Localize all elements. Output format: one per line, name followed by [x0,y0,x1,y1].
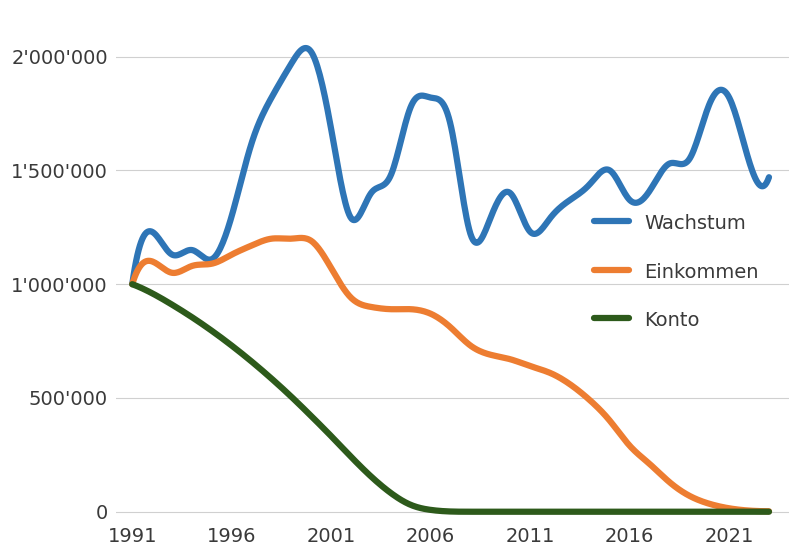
Wachstum [435,97,445,104]
Konto [430,507,439,514]
Einkommen [435,315,445,322]
Konto [508,509,518,515]
Einkommen [474,347,483,354]
Wachstum [764,174,774,180]
Konto [474,509,483,515]
Konto [464,509,474,515]
Einkommen [431,313,441,320]
Wachstum [750,174,760,181]
Wachstum [474,239,483,246]
Wachstum [508,192,518,199]
Line: Einkommen: Einkommen [132,238,769,511]
Konto [127,281,137,287]
Wachstum [301,45,310,51]
Konto [650,509,660,515]
Legend: Wachstum, Einkommen, Konto: Wachstum, Einkommen, Konto [594,214,759,330]
Konto [750,509,760,515]
Konto [434,507,443,514]
Einkommen [764,508,774,515]
Wachstum [650,178,660,185]
Einkommen [650,466,660,472]
Einkommen [296,234,306,241]
Wachstum [431,95,441,102]
Line: Konto: Konto [132,284,769,512]
Konto [764,509,774,515]
Wachstum [127,281,137,287]
Line: Wachstum: Wachstum [132,48,769,284]
Einkommen [127,281,137,287]
Einkommen [750,507,760,514]
Einkommen [508,356,518,363]
